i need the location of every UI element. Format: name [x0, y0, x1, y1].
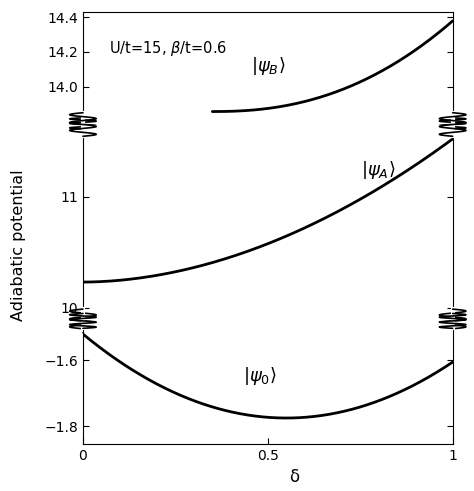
Text: $|\psi_A\rangle$: $|\psi_A\rangle$ [362, 159, 396, 181]
Text: Adiabatic potential: Adiabatic potential [10, 170, 26, 321]
Text: $|\psi_B\rangle$: $|\psi_B\rangle$ [251, 55, 285, 77]
Text: δ: δ [289, 468, 299, 486]
Text: U/t=15, $\beta$/t=0.6: U/t=15, $\beta$/t=0.6 [109, 39, 227, 57]
Text: $|\psi_0\rangle$: $|\psi_0\rangle$ [244, 365, 277, 387]
